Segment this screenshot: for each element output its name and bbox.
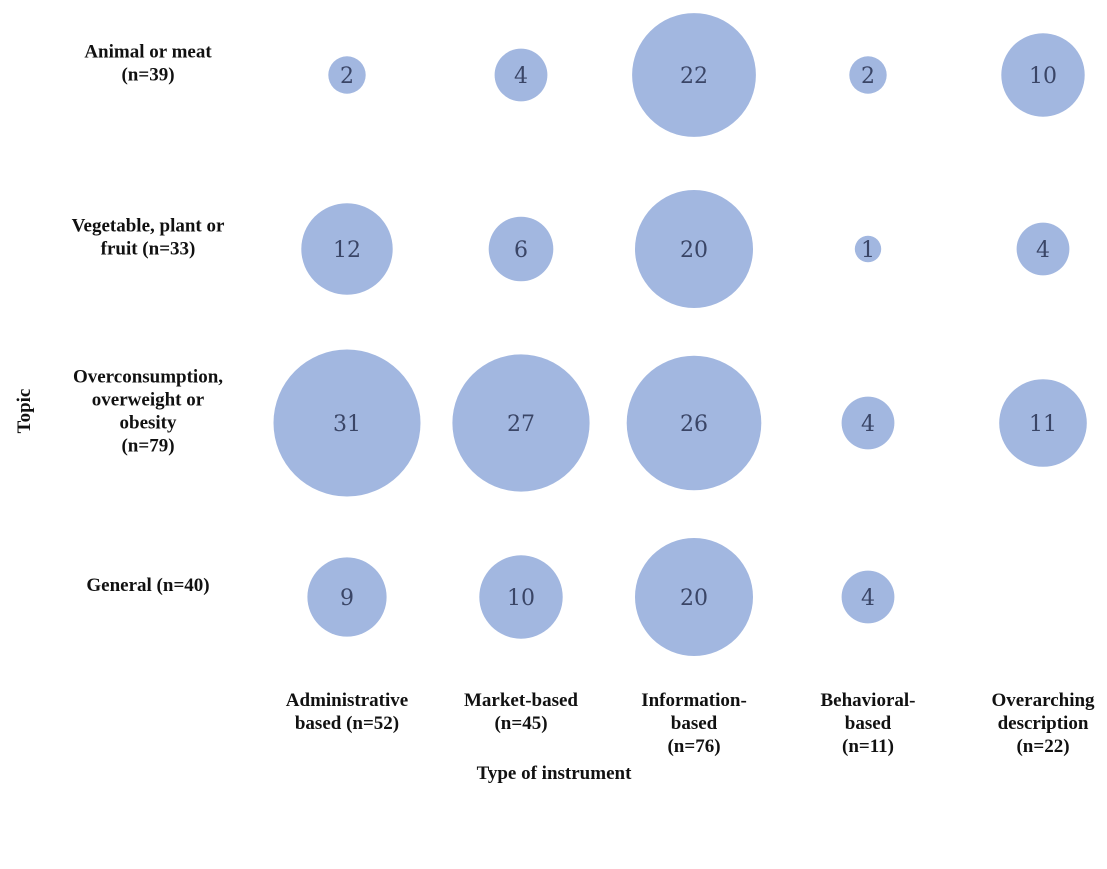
bubble-mark: 4 (1016, 222, 1070, 276)
bubble (849, 56, 887, 94)
bubble (479, 555, 563, 639)
bubble-value-label: 4 (1036, 238, 1050, 263)
bubble-value-label: 31 (333, 412, 361, 437)
topic-label: General (n=40) (86, 575, 209, 596)
bubble-mark: 4 (841, 570, 895, 624)
bubble-mark: 20 (635, 190, 753, 308)
instrument-label-line: Information- (641, 690, 747, 711)
bubble (632, 13, 756, 137)
instrument-label: Information-based (n=76) (641, 690, 747, 757)
topic-label-line: (n=39) (121, 65, 174, 86)
bubble-value-label: 20 (680, 586, 708, 611)
instrument-label: Administrative based (n=52) (286, 690, 408, 734)
bubble-value-label: 11 (1029, 412, 1057, 437)
instrument-label: Market-based (n=45) (464, 690, 578, 734)
bubble-value-label: 6 (514, 238, 528, 263)
bubble-mark: 2 (328, 56, 366, 94)
bubble-value-label: 12 (333, 238, 361, 263)
bubble-mark: 26 (626, 355, 762, 491)
bubble-value-label: 22 (680, 64, 708, 89)
bubble (452, 354, 590, 492)
bubble (841, 570, 895, 624)
topic-label: Vegetable, plant or fruit (n=33) (72, 216, 225, 260)
x-axis-label: Type of instrument (477, 763, 632, 784)
bubble-value-label: 4 (861, 412, 875, 437)
instrument-label-line: based (n=52) (295, 713, 399, 734)
topic-label-line: fruit (n=33) (101, 239, 196, 260)
instrument-label-line: based (671, 713, 718, 734)
bubble-value-label: 20 (680, 238, 708, 263)
instrument-label-line: based (845, 713, 892, 734)
instrument-label-line: Market-based (464, 690, 578, 711)
bubble (854, 235, 882, 263)
bubble-mark: 1 (854, 235, 882, 263)
bubble-mark: 20 (635, 538, 753, 656)
bubble-value-label: 10 (1029, 64, 1057, 89)
bubble-value-label: 9 (340, 586, 354, 611)
topic-label: Animal or meat (n=39) (84, 42, 212, 86)
bubble-mark: 12 (301, 203, 393, 295)
bubble-mark: 31 (273, 349, 421, 497)
bubble-mark: 6 (488, 216, 554, 282)
bubble-value-label: 26 (680, 412, 708, 437)
bubble-value-label: 4 (861, 586, 875, 611)
topic-labels: Animal or meat (n=39) Vegetable, plant or f… (72, 42, 225, 597)
instrument-labels: Administrative based (n=52)Market-based (n… (286, 690, 1095, 757)
instrument-label-line: description (998, 713, 1089, 734)
instrument-label: Behavioral-based (n=11) (821, 690, 916, 757)
bubble-value-label: 2 (861, 64, 875, 89)
bubble (301, 203, 393, 295)
topic-label-line: Overconsumption, (73, 367, 223, 388)
topic-label-line: General (n=40) (86, 575, 209, 596)
instrument-label-line: (n=11) (842, 736, 894, 757)
topic-label-line: obesity (120, 413, 178, 434)
bubble (1016, 222, 1070, 276)
bubble-value-label: 4 (514, 64, 528, 89)
instrument-label-line: Administrative (286, 690, 408, 711)
bubble (328, 56, 366, 94)
topic-label-line: Animal or meat (84, 42, 212, 63)
bubble-mark: 10 (1001, 33, 1085, 117)
bubble-mark: 10 (479, 555, 563, 639)
instrument-label-line: Behavioral- (821, 690, 916, 711)
bubble (488, 216, 554, 282)
bubble-value-label: 10 (507, 586, 535, 611)
bubble (999, 379, 1087, 467)
instrument-label-line: Overarching (991, 690, 1095, 711)
bubble (273, 349, 421, 497)
bubble-mark: 4 (841, 396, 895, 450)
bubble-mark: 2 (849, 56, 887, 94)
bubble (626, 355, 762, 491)
bubble-mark: 4 (494, 48, 548, 102)
topic-label-line: Vegetable, plant or (72, 216, 225, 237)
instrument-label-line: (n=45) (494, 713, 547, 734)
bubble (635, 190, 753, 308)
bubble (307, 557, 387, 637)
bubble-mark: 9 (307, 557, 387, 637)
y-axis-label: Topic (14, 389, 35, 434)
topic-label: Overconsumption, overweight or obesity (n=7… (73, 367, 223, 457)
bubble (841, 396, 895, 450)
bubble (494, 48, 548, 102)
bubble-value-label: 1 (861, 238, 875, 263)
instrument-label-line: (n=22) (1016, 736, 1069, 757)
topic-label-line: (n=79) (121, 436, 174, 457)
bubble-value-label: 2 (340, 64, 354, 89)
bubble-mark: 27 (452, 354, 590, 492)
bubble-value-label: 27 (507, 412, 535, 437)
bubble-mark: 22 (632, 13, 756, 137)
bubble (1001, 33, 1085, 117)
instrument-label: Overarching description (n=22) (991, 690, 1095, 757)
topic-label-line: overweight or (92, 390, 205, 411)
instrument-label-line: (n=76) (667, 736, 720, 757)
bubble-mark: 11 (999, 379, 1087, 467)
bubble (635, 538, 753, 656)
